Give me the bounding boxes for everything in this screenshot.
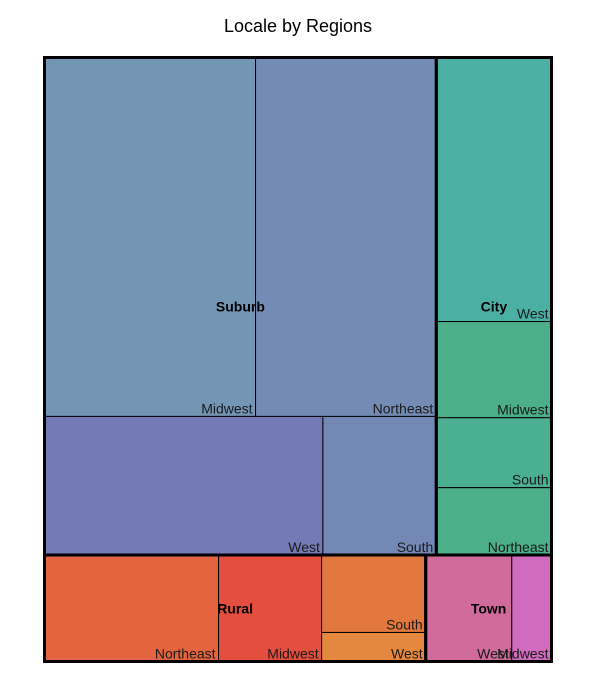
treemap-cell-city-west: [435, 57, 552, 323]
treemap-cell-town-west: [425, 554, 513, 662]
treemap-cell-label-suburb-midwest: Midwest: [201, 400, 252, 416]
treemap-cell-label-city-northeast: Northeast: [488, 539, 549, 555]
treemap-cell-rural-west: [321, 631, 427, 663]
treemap-cell-label-rural-midwest: Midwest: [267, 646, 318, 662]
treemap-cell-label-city-south: South: [512, 472, 549, 488]
treemap-cell-label-rural-west: West: [391, 646, 423, 662]
treemap-cell-suburb-south: [322, 415, 437, 556]
treemap-cell-town-midwest: [511, 554, 553, 662]
treemap-cell-suburb-west: [44, 415, 324, 556]
treemap-group-label-town: Town: [471, 600, 507, 616]
treemap-cell-label-suburb-south: South: [397, 539, 434, 555]
treemap-group-town: [424, 553, 553, 663]
treemap-cell-label-town-west: West: [477, 646, 509, 662]
treemap-cell-label-city-midwest: Midwest: [497, 402, 548, 418]
treemap-group-label-rural: Rural: [217, 600, 253, 616]
treemap-cell-rural-northeast: [44, 554, 220, 662]
chart-title: Locale by Regions: [223, 16, 373, 36]
treemap-cell-label-suburb-northeast: Northeast: [373, 400, 434, 416]
treemap-cell-label-city-west: West: [517, 306, 549, 322]
treemap-cell-label-rural-south: South: [386, 616, 423, 632]
treemap-cell-label-rural-northeast: Northeast: [155, 646, 216, 662]
treemap-cell-rural-south: [321, 554, 427, 633]
treemap-cell-label-town-midwest: Midwest: [497, 646, 548, 662]
treemap-group-label-suburb: Suburb: [216, 298, 265, 314]
treemap-cell-label-suburb-west: West: [288, 539, 320, 555]
treemap-cell-suburb-northeast: [255, 57, 437, 417]
treemap-group-label-city: City: [481, 298, 508, 314]
treemap-cell-suburb-midwest: [44, 57, 257, 417]
